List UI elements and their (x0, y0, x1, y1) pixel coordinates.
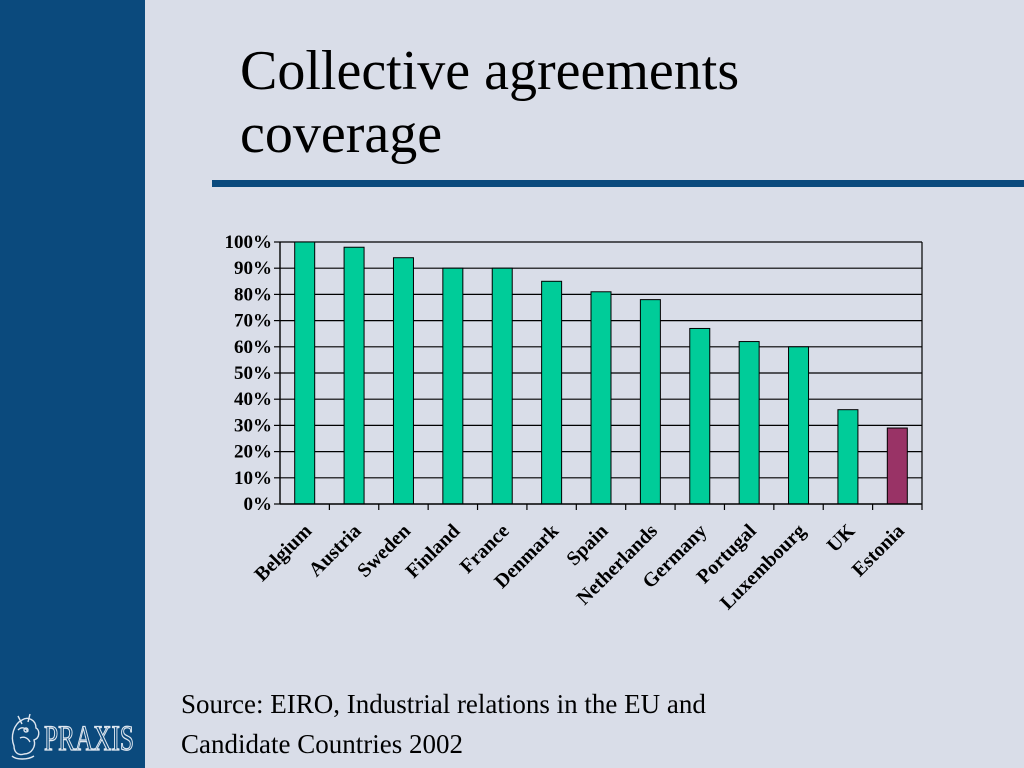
bar-luxembourg (788, 346, 810, 505)
y-tick-label: 0% (244, 494, 273, 515)
x-tick-label: Belgium (250, 520, 316, 586)
lion-emblem-icon (11, 713, 40, 760)
sidebar: PRAXIS (0, 0, 145, 768)
y-tick-label: 30% (234, 415, 272, 436)
y-tick-label: 10% (234, 468, 272, 489)
y-tick-label: 90% (234, 258, 272, 279)
bar-estonia (886, 427, 908, 505)
bar-uk (837, 409, 859, 505)
bar-austria (343, 246, 365, 505)
praxis-logo: PRAXIS (11, 713, 135, 760)
x-tick-label: Estonia (848, 520, 909, 581)
axes (274, 241, 923, 510)
bar-denmark (541, 280, 563, 505)
bar-germany (689, 327, 711, 505)
gridlines (280, 241, 922, 479)
svg-text:PRAXIS: PRAXIS (44, 718, 134, 758)
title-line-1: Collective agreements (240, 40, 740, 102)
y-tick-label: 50% (234, 363, 272, 384)
bar-portugal (738, 341, 760, 505)
source-line-1: Source: EIRO, Industrial relations in th… (181, 689, 706, 719)
source-line-2: Candidate Countries 2002 (181, 729, 463, 759)
bar-finland (442, 267, 464, 505)
bars (294, 241, 908, 505)
slide-title: Collective agreements coverage (240, 40, 980, 165)
x-tick-label: Sweden (353, 520, 415, 582)
source-note: Source: EIRO, Industrial relations in th… (181, 684, 881, 764)
title-underline (212, 180, 1024, 187)
coverage-bar-chart: 0% 10% 20% 30% 40% 50% 60% 70% 80% 90% 100% Belgiu… (225, 232, 923, 614)
title-line-2: coverage (240, 102, 443, 165)
y-tick-label: 80% (234, 284, 272, 305)
bar-belgium (294, 241, 316, 505)
y-tick-label: 60% (234, 337, 272, 358)
y-tick-label: 70% (234, 311, 272, 332)
y-tick-label: 20% (234, 442, 272, 463)
x-tick-labels: BelgiumAustriaSwedenFinlandFranceDenmark… (250, 519, 908, 614)
bar-sweden (392, 257, 414, 505)
x-tick-label: Austria (304, 520, 365, 581)
y-tick-label: 100% (225, 232, 273, 253)
bar-netherlands (639, 299, 661, 505)
x-tick-label: Finland (402, 520, 465, 583)
x-tick-label: UK (823, 520, 860, 557)
bar-spain (590, 291, 612, 505)
bar-france (491, 267, 513, 505)
y-tick-label: 40% (234, 389, 272, 410)
y-tick-labels: 0% 10% 20% 30% 40% 50% 60% 70% 80% 90% 100% (225, 232, 273, 515)
